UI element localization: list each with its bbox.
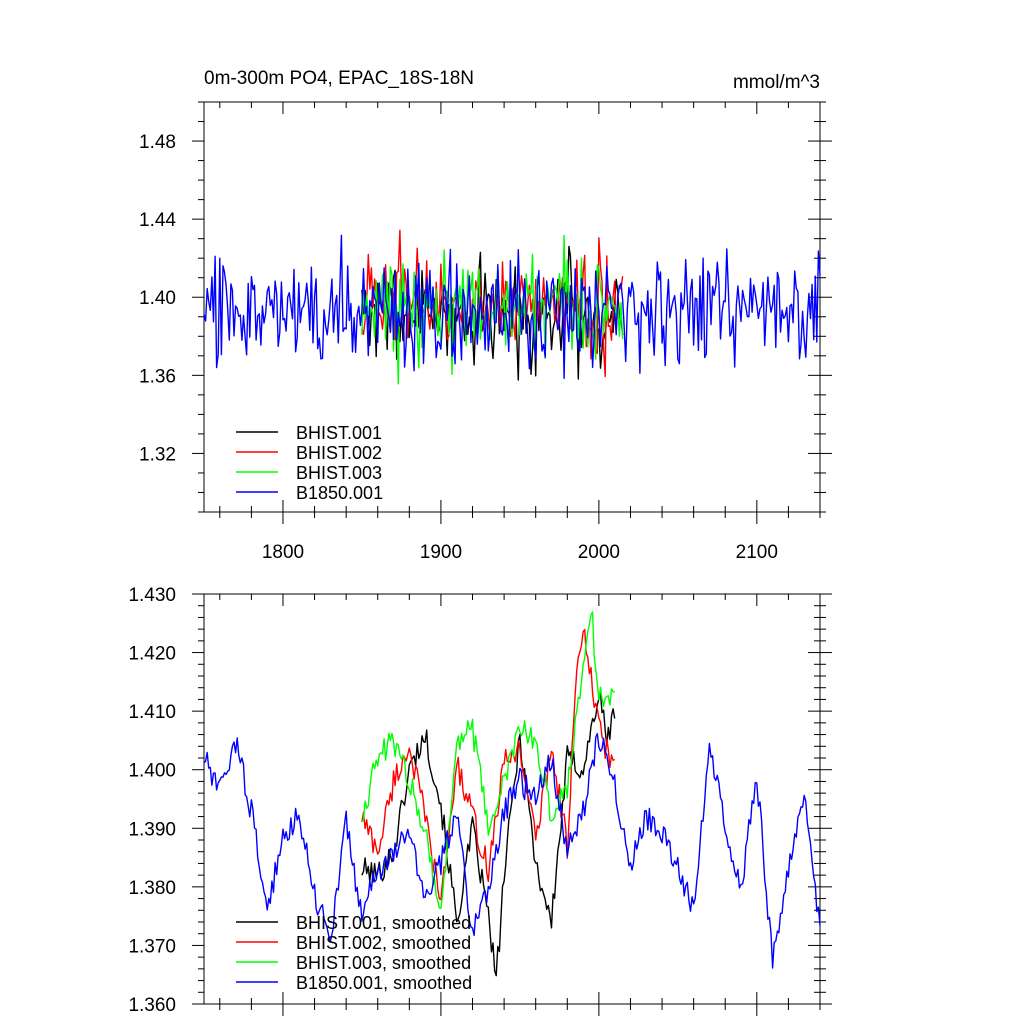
series-lines xyxy=(203,611,821,977)
legend-label: B1850.001, smoothed xyxy=(296,973,472,993)
y-tick-labels: 1.32 1.36 1.40 1.44 1.48 xyxy=(139,132,176,465)
y-tick-label: 1.370 xyxy=(128,936,176,957)
x-tick-labels: 1800 1900 2000 2100 xyxy=(262,542,778,563)
y-tick-label: 1.44 xyxy=(139,210,176,231)
series-line xyxy=(361,234,624,385)
series-line xyxy=(361,611,615,910)
series-line xyxy=(203,732,821,969)
y-tick-label: 1.380 xyxy=(128,878,176,899)
chart-title: 0m-300m PO4, EPAC_18S-18N xyxy=(204,68,474,89)
x-tick-label: 1800 xyxy=(262,542,304,563)
smoothed-series-panel: 1.360 1.370 1.380 1.390 1.400 1.410 1.420 1.430… xyxy=(128,585,832,1016)
series-line xyxy=(361,628,616,901)
plot-frame xyxy=(203,101,821,513)
units-label: mmol/m^3 xyxy=(733,72,820,93)
series-lines xyxy=(203,229,821,385)
series-line xyxy=(361,229,624,378)
legend-label: BHIST.002 xyxy=(296,443,382,463)
x-tick-label: 2100 xyxy=(736,542,778,563)
plot-frame xyxy=(203,593,821,1005)
minor-ticks xyxy=(198,594,826,1010)
legend-label: BHIST.003, smoothed xyxy=(296,953,471,973)
legend-label: B1850.001 xyxy=(296,483,383,503)
legend-label: BHIST.003 xyxy=(296,463,382,483)
y-tick-labels: 1.360 1.370 1.380 1.390 1.400 1.410 1.420 1.430 xyxy=(128,585,176,1016)
legend-label: BHIST.002, smoothed xyxy=(296,933,471,953)
y-tick-label: 1.360 xyxy=(128,995,176,1016)
y-tick-label: 1.48 xyxy=(139,132,176,153)
y-tick-label: 1.400 xyxy=(128,761,176,782)
y-tick-label: 1.40 xyxy=(139,288,176,309)
y-tick-label: 1.32 xyxy=(139,444,176,465)
y-tick-label: 1.430 xyxy=(128,585,176,606)
series-line xyxy=(203,234,821,380)
x-tick-label: 2000 xyxy=(578,542,620,563)
series-line xyxy=(361,692,616,977)
y-tick-label: 1.410 xyxy=(128,702,176,723)
y-tick-label: 1.420 xyxy=(128,644,176,665)
minor-ticks xyxy=(198,101,826,518)
series-line xyxy=(361,245,624,381)
major-ticks xyxy=(192,593,832,1016)
raw-series-panel: 0m-300m PO4, EPAC_18S-18N mmol/m^3 1800 1… xyxy=(139,68,832,563)
legend-label: BHIST.001, smoothed xyxy=(296,913,471,933)
legend-label: BHIST.001 xyxy=(296,423,382,443)
y-tick-label: 1.36 xyxy=(139,366,176,387)
x-tick-label: 1900 xyxy=(420,542,462,563)
y-tick-label: 1.390 xyxy=(128,819,176,840)
